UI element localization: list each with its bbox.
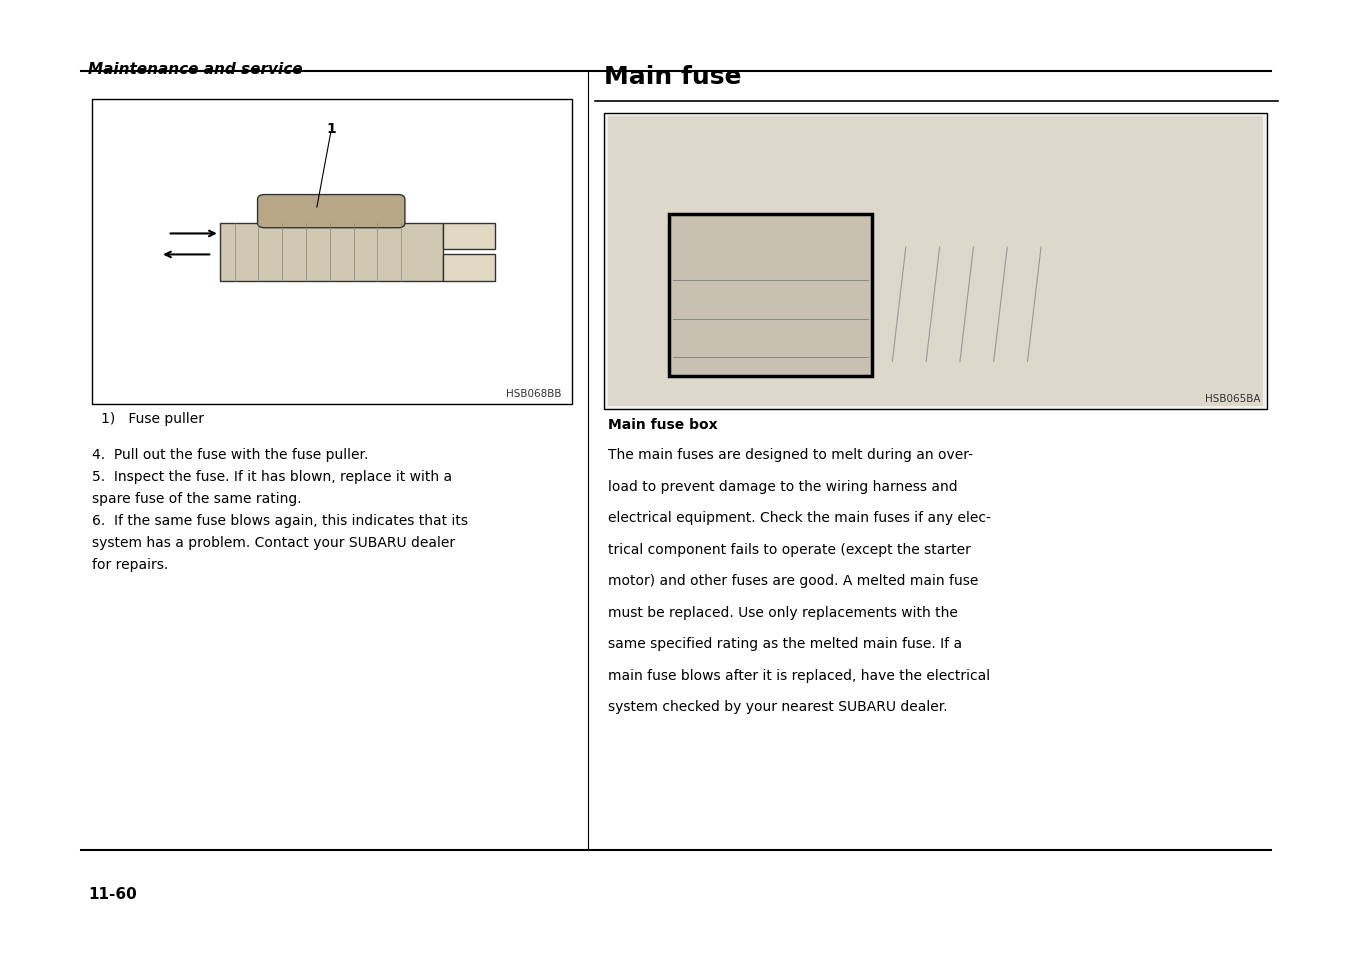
- FancyBboxPatch shape: [669, 214, 872, 376]
- Text: main fuse blows after it is replaced, have the electrical: main fuse blows after it is replaced, ha…: [608, 668, 991, 682]
- Text: Main fuse box: Main fuse box: [608, 417, 718, 432]
- Text: same specified rating as the melted main fuse. If a: same specified rating as the melted main…: [608, 637, 963, 651]
- FancyBboxPatch shape: [443, 224, 495, 250]
- Text: must be replaced. Use only replacements with the: must be replaced. Use only replacements …: [608, 605, 959, 619]
- Text: for repairs.: for repairs.: [92, 558, 168, 572]
- FancyBboxPatch shape: [92, 100, 572, 405]
- Text: 5.  Inspect the fuse. If it has blown, replace it with a: 5. Inspect the fuse. If it has blown, re…: [92, 470, 452, 484]
- Text: 6.  If the same fuse blows again, this indicates that its: 6. If the same fuse blows again, this in…: [92, 514, 468, 528]
- Text: system has a problem. Contact your SUBARU dealer: system has a problem. Contact your SUBAR…: [92, 536, 456, 550]
- FancyBboxPatch shape: [604, 114, 1267, 410]
- Text: system checked by your nearest SUBARU dealer.: system checked by your nearest SUBARU de…: [608, 700, 948, 714]
- Text: motor) and other fuses are good. A melted main fuse: motor) and other fuses are good. A melte…: [608, 574, 979, 588]
- Text: Main fuse: Main fuse: [604, 65, 742, 89]
- Text: 11-60: 11-60: [88, 886, 137, 902]
- Text: HSB065BA: HSB065BA: [1205, 395, 1260, 404]
- Text: Maintenance and service: Maintenance and service: [88, 62, 303, 77]
- Text: 1: 1: [326, 122, 337, 135]
- FancyBboxPatch shape: [219, 224, 443, 281]
- Text: HSB068BB: HSB068BB: [506, 389, 561, 398]
- Text: spare fuse of the same rating.: spare fuse of the same rating.: [92, 492, 301, 506]
- Text: The main fuses are designed to melt during an over-: The main fuses are designed to melt duri…: [608, 448, 973, 462]
- FancyBboxPatch shape: [257, 195, 406, 229]
- Text: 1)   Fuse puller: 1) Fuse puller: [101, 412, 204, 426]
- Text: trical component fails to operate (except the starter: trical component fails to operate (excep…: [608, 542, 971, 557]
- Text: load to prevent damage to the wiring harness and: load to prevent damage to the wiring har…: [608, 479, 959, 494]
- FancyBboxPatch shape: [443, 255, 495, 281]
- Text: electrical equipment. Check the main fuses if any elec-: electrical equipment. Check the main fus…: [608, 511, 991, 525]
- FancyBboxPatch shape: [608, 117, 1263, 407]
- Text: 4.  Pull out the fuse with the fuse puller.: 4. Pull out the fuse with the fuse pulle…: [92, 448, 368, 462]
